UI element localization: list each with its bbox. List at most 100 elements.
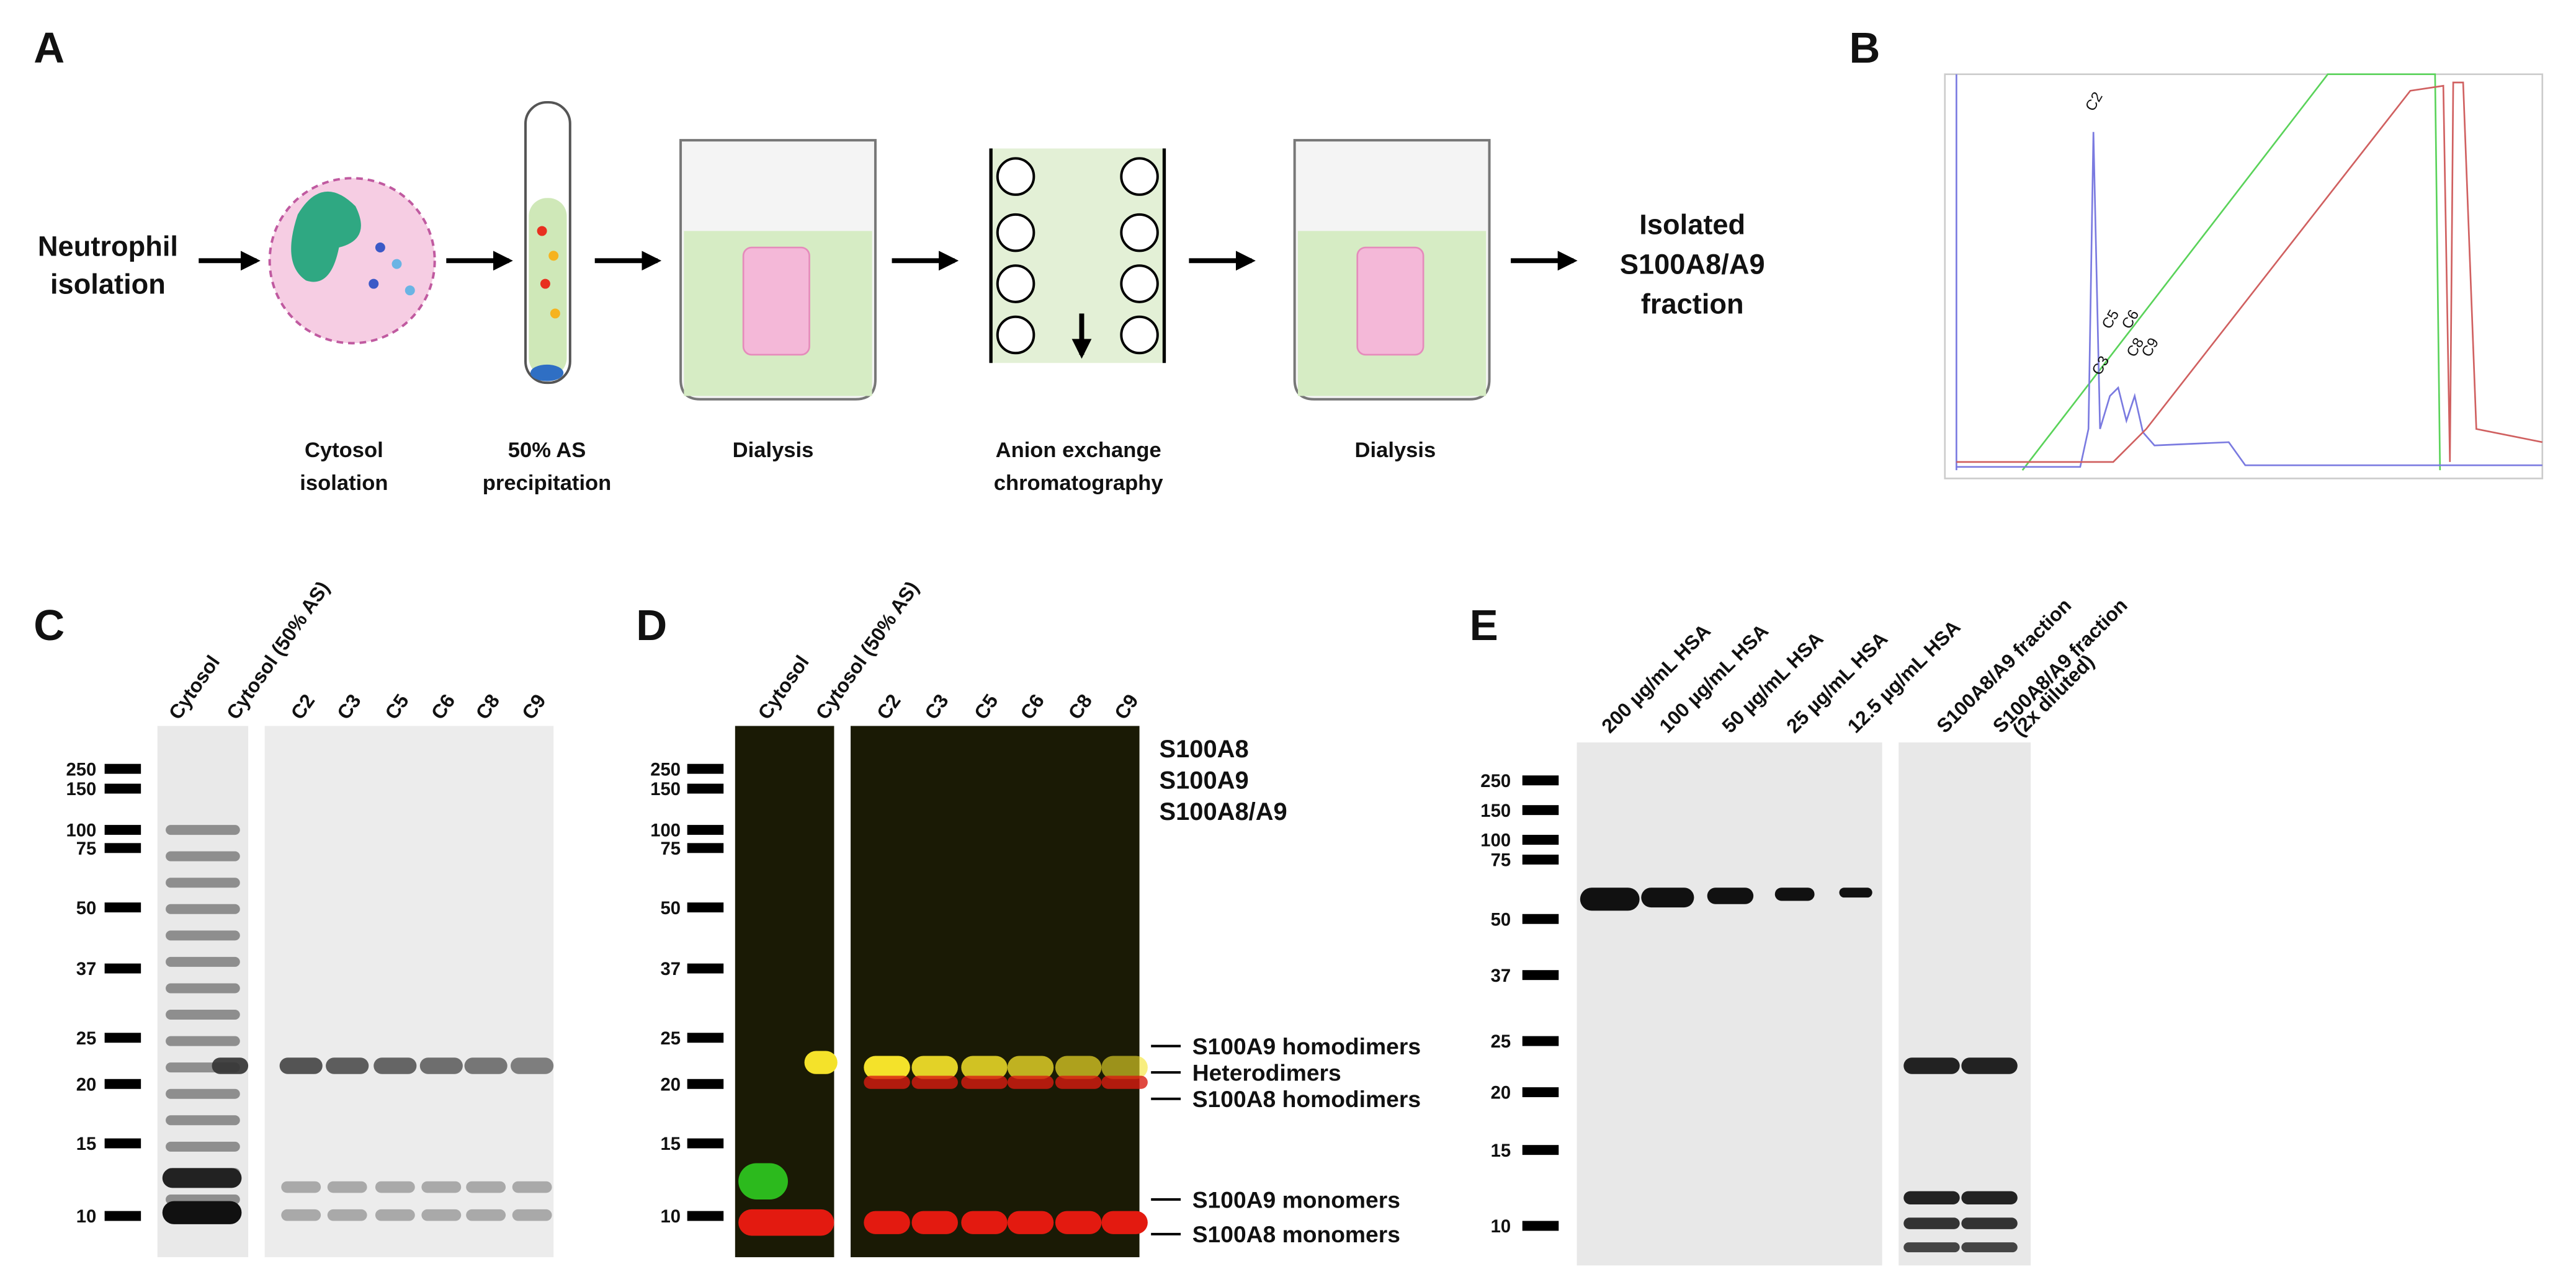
workflow-start: Neutrophil [38, 230, 178, 262]
band [281, 1209, 321, 1221]
marker-label: 50 [1491, 910, 1511, 930]
lane-label: Cytosol [164, 651, 225, 723]
lane-label: C6 [1016, 690, 1049, 723]
step-label: Dialysis [1355, 438, 1436, 462]
marker-tick [1522, 854, 1559, 865]
chromatogram-art [1944, 73, 2544, 479]
band [738, 1163, 788, 1199]
band [911, 1075, 958, 1089]
marker-label: 100 [1480, 831, 1511, 851]
band [375, 1209, 415, 1221]
band [375, 1181, 415, 1193]
band [1101, 1211, 1148, 1234]
lane-label: C8 [1063, 690, 1096, 723]
marker-tick [687, 963, 724, 974]
band [166, 1115, 240, 1126]
band [421, 1181, 462, 1193]
marker-tick [687, 763, 724, 774]
band [166, 1062, 240, 1073]
band [327, 1209, 367, 1221]
band [162, 1168, 242, 1188]
marker-label: 150 [1480, 801, 1511, 821]
band [1961, 1191, 2018, 1204]
marker-tick [104, 1138, 141, 1149]
band [166, 930, 240, 941]
band [419, 1057, 463, 1074]
marker-tick [1522, 970, 1559, 981]
marker-tick [1522, 1145, 1559, 1155]
gel-art [157, 726, 2031, 1266]
marker-label: 75 [660, 839, 681, 859]
marker-tick [1522, 1036, 1559, 1046]
band [511, 1057, 554, 1074]
annotation: Heterodimers [1192, 1059, 1341, 1085]
lane-label: C9 [1110, 690, 1143, 723]
lane-label: C6 [427, 690, 460, 723]
annotation: S100A8 monomers [1192, 1221, 1400, 1247]
step-label: isolation [300, 471, 388, 495]
band [166, 1036, 240, 1046]
step-label: Dialysis [733, 438, 814, 462]
marker-tick [104, 763, 141, 774]
lane-label: 100 µg/mL HSA [1655, 620, 1773, 737]
legend-label: S100A8 [1160, 736, 1249, 763]
annotation: S100A9 homodimers [1192, 1033, 1421, 1059]
lane-label: C3 [333, 690, 365, 723]
marker-tick [687, 1079, 724, 1089]
marker-tick [687, 825, 724, 835]
marker-label: 250 [650, 760, 681, 780]
band [961, 1075, 1008, 1089]
band [1961, 1242, 2018, 1253]
lane-label: Cytosol (50% AS) [811, 577, 923, 723]
workflow-end: Isolated [1639, 209, 1745, 241]
marker-label: 10 [660, 1207, 681, 1227]
marker-tick [104, 825, 141, 835]
marker-label: 75 [76, 839, 97, 859]
marker-tick [687, 843, 724, 853]
marker-tick [1522, 775, 1559, 786]
marker-label: 15 [660, 1134, 681, 1154]
lane-label: C2 [872, 690, 905, 723]
marker-tick [687, 1033, 724, 1043]
marker-label: 37 [660, 959, 681, 979]
marker-tick [104, 902, 141, 913]
marker-label: 50 [660, 899, 681, 919]
band [466, 1209, 506, 1221]
marker-label: 15 [1491, 1141, 1511, 1161]
band [166, 1088, 240, 1099]
band [1903, 1191, 1960, 1204]
band [1055, 1056, 1102, 1079]
band [166, 825, 240, 835]
panel-label: A [34, 24, 65, 72]
band [166, 1141, 240, 1152]
band [1580, 888, 1640, 911]
band [279, 1057, 323, 1074]
workflow-art [199, 100, 1578, 401]
panel-label: D [636, 601, 667, 649]
band [166, 956, 240, 967]
marker-tick [687, 902, 724, 913]
marker-label: 37 [1491, 966, 1511, 986]
band [1903, 1217, 1960, 1229]
marker-label: 150 [650, 780, 681, 799]
band [466, 1181, 506, 1193]
lane-label: C5 [970, 690, 1003, 723]
band [864, 1211, 910, 1234]
band [1101, 1075, 1148, 1089]
marker-tick [104, 783, 141, 794]
band [1774, 888, 1815, 901]
marker-label: 20 [1491, 1083, 1511, 1103]
band [1839, 888, 1872, 898]
legend-label: S100A9 [1160, 767, 1249, 794]
workflow-end: fraction [1641, 288, 1744, 319]
marker-label: 25 [76, 1029, 97, 1049]
marker-label: 15 [76, 1134, 97, 1154]
band [864, 1056, 910, 1079]
marker-tick [687, 783, 724, 794]
band [326, 1057, 369, 1074]
band [1007, 1075, 1054, 1089]
marker-label: 20 [660, 1075, 681, 1095]
step-label: precipitation [483, 471, 612, 495]
marker-label: 100 [66, 821, 97, 841]
